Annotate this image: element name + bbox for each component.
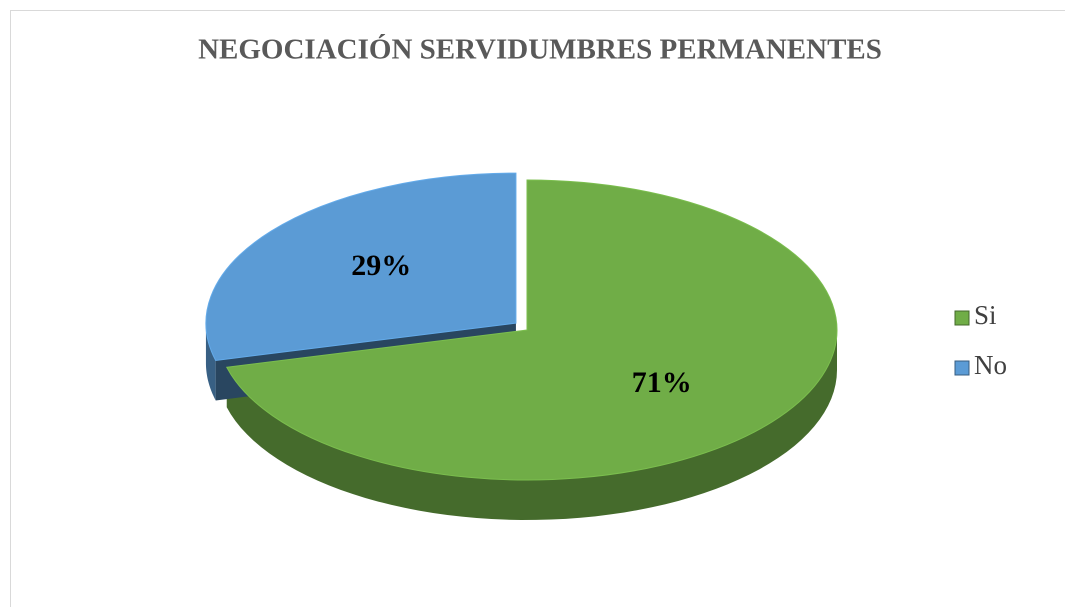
slice-side [226,330,837,520]
legend-swatch [954,360,970,376]
slice [205,172,517,361]
legend-label: No [974,350,1007,380]
chart-title: NEGOCIACIÓN SERVIDUMBRES PERMANENTES [198,33,882,66]
data-label: 71% [632,366,692,399]
legend-swatch [954,310,970,326]
data-label: 29% [351,249,411,282]
legend-label: Si [974,300,997,330]
slice [225,179,838,481]
